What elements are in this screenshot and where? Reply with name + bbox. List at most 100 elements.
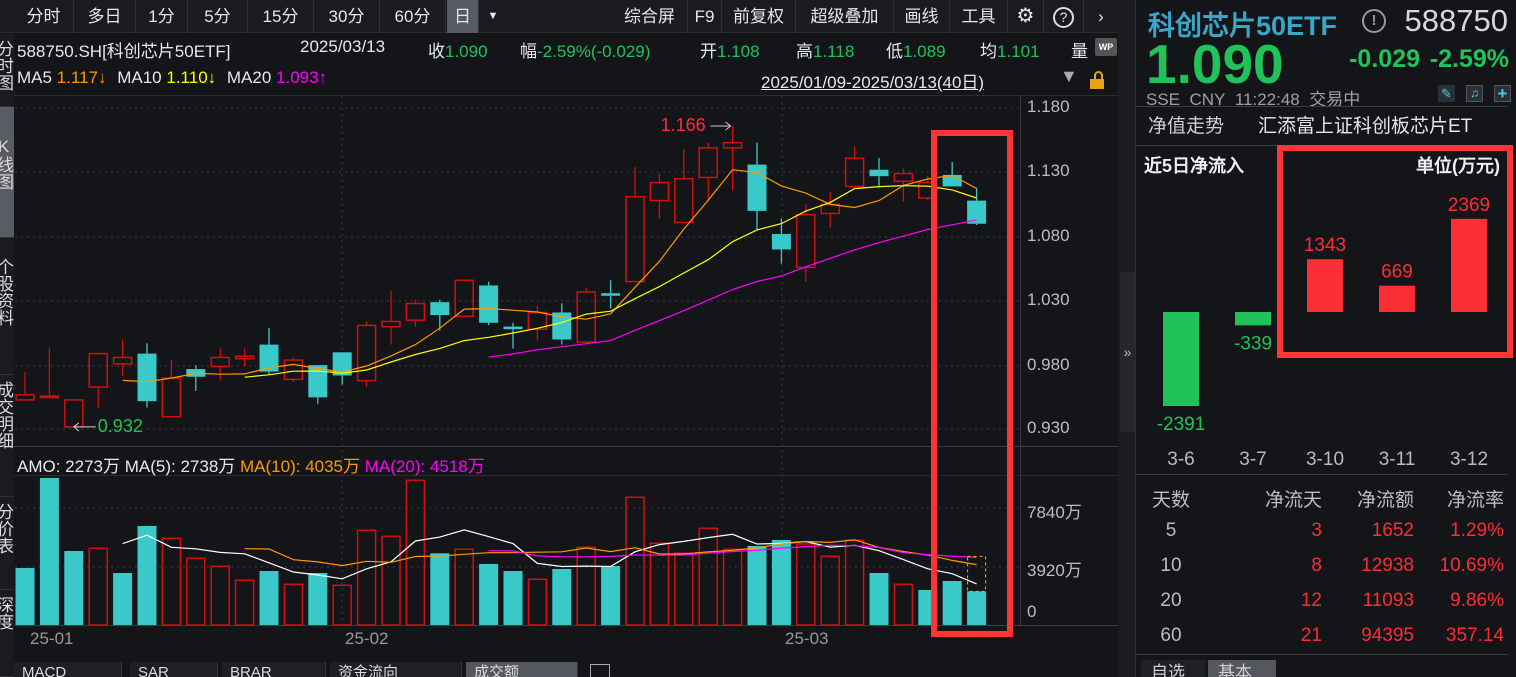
volume-bar [967, 591, 987, 625]
volume-bar [722, 548, 743, 626]
quote-date: 2025/03/13 [300, 37, 386, 56]
period-tab-multiday[interactable]: 多日 [74, 0, 136, 33]
volume-bar [161, 537, 182, 626]
bell-icon[interactable]: ♫ [1466, 85, 1483, 102]
more-periods-dropdown-icon[interactable]: ▼ [487, 10, 499, 22]
edit-icon[interactable]: ✎ [1438, 85, 1455, 102]
ma20-value: 1.093↑ [276, 68, 328, 87]
chevron-right-icon[interactable]: › [1098, 7, 1104, 26]
candle [722, 126, 743, 191]
avg-value: 1.101 [997, 42, 1040, 61]
volume-bar [942, 580, 962, 625]
sidebar-tab-profile[interactable]: 个股资料 [0, 238, 14, 375]
tool-f9[interactable]: F9 [688, 0, 722, 33]
period-tab-30min[interactable]: 30分 [314, 0, 380, 33]
volume-axis-tick: 0 [1027, 602, 1037, 621]
axis-divider [1020, 95, 1021, 625]
sidebar-tab-kline[interactable]: K线图 [0, 107, 14, 238]
ma5-line [122, 169, 977, 383]
net-inflow-bar [1451, 218, 1487, 312]
net-inflow-date-label: 3-6 [1167, 449, 1194, 470]
volume-label: 量 [1071, 42, 1088, 61]
candle [454, 279, 474, 318]
amo-ma20: MA(20): 4518万 [364, 457, 485, 476]
period-tab-60min[interactable]: 60分 [380, 0, 446, 33]
date-axis-tick: 25-01 [30, 629, 74, 648]
sidebar-tab-intraday[interactable]: 分时图 [0, 34, 14, 107]
net-inflow-chart: -2391 3-6 -339 3-7 1343 3-10 669 3-11 2369 3-12 [1157, 195, 1490, 470]
indicator-tab-fund-flow[interactable]: 资金流向 [330, 662, 462, 677]
candle [112, 339, 133, 376]
volume-bar [210, 565, 230, 626]
net-inflow-date-label: 3-12 [1450, 449, 1488, 470]
candle [88, 352, 108, 408]
indicator-tab-sar[interactable]: SAR [130, 662, 218, 677]
table-cell: 8 [1311, 555, 1322, 576]
tab-nav-trend[interactable]: 净值走势 [1148, 116, 1225, 137]
range-dropdown-icon[interactable]: ▼ [1060, 66, 1078, 86]
date-axis-tick: 25-03 [785, 629, 829, 648]
info-icon[interactable]: ! [1362, 9, 1386, 33]
tool-super-overlay[interactable]: 超级叠加 [796, 0, 894, 33]
net-inflow-value-label: 669 [1381, 262, 1413, 283]
sidebar-tab-depth[interactable]: 深度 [0, 590, 14, 677]
volume-bar [844, 539, 865, 626]
period-tab-1min[interactable]: 1分 [136, 0, 188, 33]
period-tab-day[interactable]: 日 [447, 0, 479, 33]
candle [552, 303, 572, 345]
tool-tools[interactable]: 工具 [950, 0, 1008, 33]
indicator-tab-brar[interactable]: BRAR [222, 662, 326, 677]
volume-bar [332, 584, 352, 626]
candle [405, 299, 426, 327]
candle [576, 288, 596, 343]
volume-bar [186, 557, 206, 626]
help-icon[interactable]: ? [1044, 0, 1084, 33]
table-cell: 10 [1160, 555, 1182, 576]
high-label: 高 [796, 42, 813, 61]
amo-ma5: MA(5): 2738万 [124, 457, 236, 476]
period-tab-intraday[interactable]: 分时 [14, 0, 74, 33]
period-tab-15min[interactable]: 15分 [248, 0, 314, 33]
chart-border [14, 95, 1118, 96]
kline-chart[interactable] [0, 0, 1118, 677]
wp-icon[interactable]: WP [1095, 38, 1117, 56]
gear-icon[interactable]: ⚙ [1008, 0, 1044, 33]
volume-bar [601, 565, 621, 625]
indicator-tab-turnover[interactable]: 成交额 [466, 662, 578, 677]
table-cell: 12 [1300, 590, 1322, 611]
volume-ma5-line [122, 529, 977, 585]
volume-bar [381, 535, 401, 626]
table-cell: 1.29% [1450, 520, 1504, 541]
indicator-tab-macd[interactable]: MACD [14, 662, 122, 677]
tool-draw-line[interactable]: 画线 [894, 0, 950, 33]
add-icon[interactable]: + [1494, 85, 1511, 102]
lock-icon[interactable] [1090, 71, 1104, 89]
table-header: 净流天 [1264, 490, 1322, 511]
divider [1136, 474, 1508, 475]
period-tab-5min[interactable]: 5分 [188, 0, 248, 33]
candle [625, 167, 645, 283]
table-cell: 9.86% [1450, 590, 1504, 611]
date-axis-tick: 25-02 [345, 629, 389, 648]
ma10-label: MA10 [117, 68, 162, 87]
tool-composite-screen[interactable]: 综合屏 [612, 0, 688, 33]
tab-basic[interactable]: 基本 [1208, 660, 1276, 677]
sidebar-tab-price-table[interactable]: 分价表 [0, 497, 14, 590]
volume-bar [527, 578, 548, 626]
volume-axis-tick: 3920万 [1027, 561, 1082, 580]
net-inflow-bar [1379, 285, 1415, 312]
tool-forward-adjust[interactable]: 前复权 [722, 0, 796, 33]
table-header: 净流额 [1356, 490, 1414, 511]
stock-info-row: 588750.SH[科创芯片50ETF] 2025/03/13 收1.090 幅… [17, 37, 1088, 61]
table-cell: 10.69% [1439, 555, 1504, 576]
candle [918, 176, 938, 201]
candle [820, 191, 840, 228]
tab-watchlist[interactable]: 自选 [1141, 660, 1205, 677]
candle [356, 321, 377, 388]
pane-divider [14, 625, 1118, 626]
collapse-panel-icon[interactable]: » [1120, 272, 1135, 432]
sidebar-tab-trade-details[interactable]: 成交明细 [0, 375, 14, 497]
add-indicator-icon[interactable] [590, 664, 610, 677]
date-range-selector[interactable]: 2025/01/09-2025/03/13(40日) [761, 73, 985, 92]
trading-status: 交易中 [1309, 90, 1361, 109]
